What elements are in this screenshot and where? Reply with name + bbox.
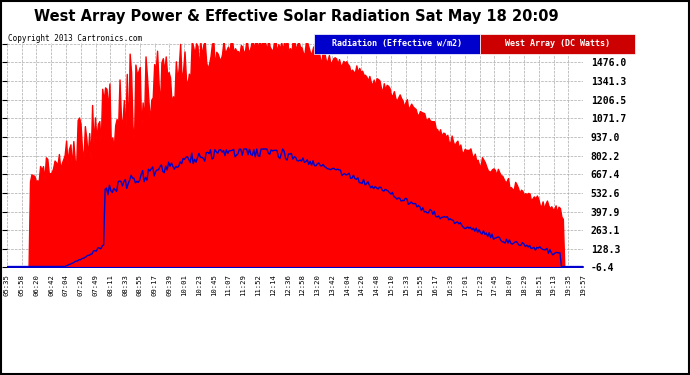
Text: Copyright 2013 Cartronics.com: Copyright 2013 Cartronics.com — [8, 34, 142, 43]
Text: West Array Power & Effective Solar Radiation Sat May 18 20:09: West Array Power & Effective Solar Radia… — [34, 9, 559, 24]
Text: Radiation (Effective w/m2): Radiation (Effective w/m2) — [332, 39, 462, 48]
Text: West Array (DC Watts): West Array (DC Watts) — [504, 39, 610, 48]
